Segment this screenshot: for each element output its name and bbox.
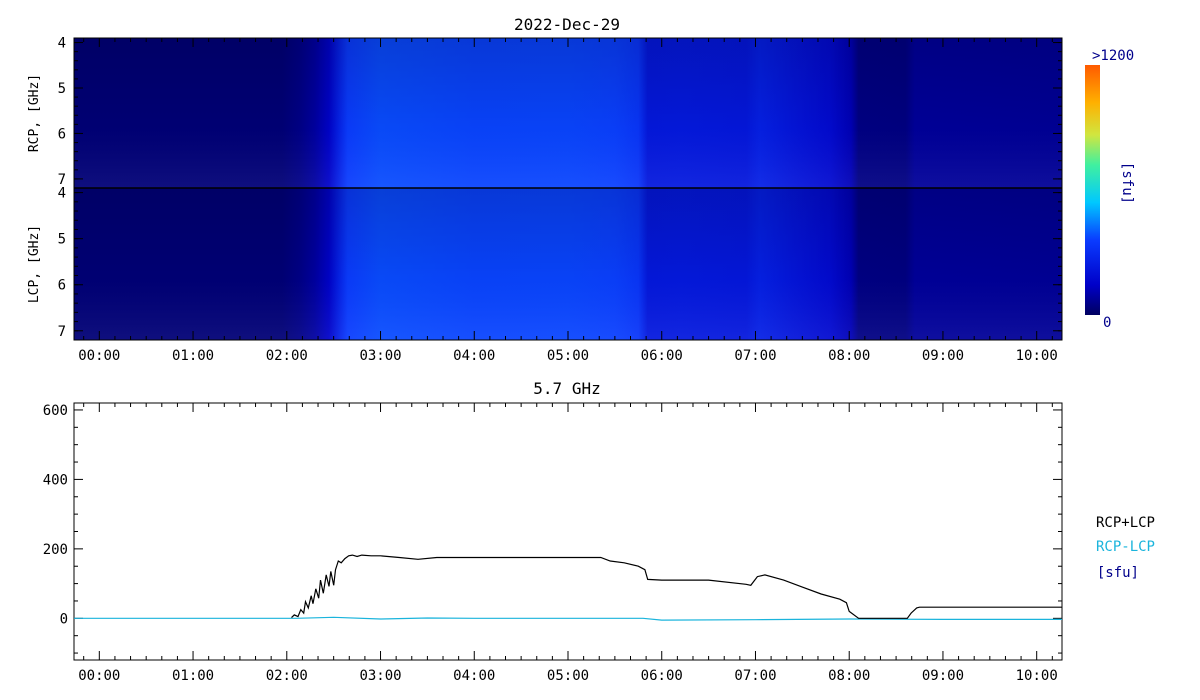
colorbar-unit-label: [sfu] xyxy=(1119,162,1135,204)
spec-xtick-label: 08:00 xyxy=(828,348,870,364)
lcp-ytick-label: 5 xyxy=(58,232,66,248)
spec-xtick-label: 03:00 xyxy=(359,348,401,364)
lcp-ytick-label: 7 xyxy=(58,324,66,340)
spectrogram-title: 2022-Dec-29 xyxy=(514,15,620,34)
rcp-ylabel: RCP, [GHz] xyxy=(27,74,42,152)
series-rcp-minus-lcp xyxy=(74,616,1062,621)
lcp-heatmap-shading xyxy=(74,188,1062,340)
series-rcp-plus-lcp xyxy=(291,554,1062,619)
spec-xtick-label: 00:00 xyxy=(78,348,120,364)
lc-xtick-label: 06:00 xyxy=(641,668,683,684)
lcp-y-axis: 4 5 6 7 xyxy=(58,186,1062,340)
rcp-heatmap-shading xyxy=(74,38,1062,188)
rcp-y-axis: 4 5 6 7 xyxy=(58,36,1062,188)
lc-xtick-label: 09:00 xyxy=(922,668,964,684)
lightcurve-x-axis: 00:00 01:00 02:00 03:00 04:00 05:00 06:00 07:00… xyxy=(78,403,1058,684)
lc-xtick-label: 05:00 xyxy=(547,668,589,684)
spec-xtick-label: 02:00 xyxy=(266,348,308,364)
legend: RCP+LCP RCP-LCP [sfu] xyxy=(1096,515,1155,581)
spec-xtick-label: 06:00 xyxy=(641,348,683,364)
colorbar-max-label: >1200 xyxy=(1092,48,1134,64)
lc-ytick-label: 400 xyxy=(43,472,68,488)
lc-xtick-label: 02:00 xyxy=(266,668,308,684)
legend-rcp-plus-lcp: RCP+LCP xyxy=(1096,515,1155,531)
colorbar-scale xyxy=(1085,65,1100,315)
lc-ytick-label: 200 xyxy=(43,542,68,558)
rcp-ytick-label: 6 xyxy=(58,126,66,142)
lightcurve-series xyxy=(74,554,1062,621)
lightcurve-panel: 0 200 400 600 00:00 01:00 02:00 03:00 04:00 05:0… xyxy=(43,402,1063,684)
colorbar: >1200 0 [sfu] xyxy=(1085,48,1135,331)
spec-xtick-label: 09:00 xyxy=(922,348,964,364)
legend-unit: [sfu] xyxy=(1097,565,1139,581)
lc-xtick-label: 07:00 xyxy=(734,668,776,684)
spec-xtick-label: 01:00 xyxy=(172,348,214,364)
lightcurve-title: 5.7 GHz xyxy=(533,379,600,398)
lcp-ylabel: LCP, [GHz] xyxy=(27,225,42,303)
lcp-ytick-label: 6 xyxy=(58,278,66,294)
legend-rcp-minus-lcp: RCP-LCP xyxy=(1096,539,1155,555)
rcp-ytick-label: 7 xyxy=(58,172,66,188)
lc-xtick-label: 04:00 xyxy=(453,668,495,684)
lcp-ytick-label: 4 xyxy=(58,186,66,202)
spec-xtick-label: 05:00 xyxy=(547,348,589,364)
lc-xtick-label: 01:00 xyxy=(172,668,214,684)
colorbar-min-label: 0 xyxy=(1103,315,1111,331)
rcp-ytick-label: 5 xyxy=(58,81,66,97)
lc-xtick-label: 00:00 xyxy=(78,668,120,684)
lightcurve-frame xyxy=(73,402,1063,661)
spec-xtick-label: 10:00 xyxy=(1016,348,1058,364)
spec-xtick-label: 07:00 xyxy=(734,348,776,364)
lc-xtick-label: 10:00 xyxy=(1016,668,1058,684)
rcp-ytick-label: 4 xyxy=(58,36,66,52)
lightcurve-y-axis: 0 200 400 600 xyxy=(43,403,1062,654)
lc-xtick-label: 08:00 xyxy=(828,668,870,684)
lc-ytick-label: 600 xyxy=(43,403,68,419)
lcp-panel: 4 5 6 7 LCP, [GHz] xyxy=(27,186,1063,341)
spec-xtick-label: 04:00 xyxy=(453,348,495,364)
spectrogram-x-axis: 00:00 01:00 02:00 03:00 04:00 05:00 06:00 07:00… xyxy=(78,38,1058,364)
rcp-panel: 4 5 6 7 RCP, [GHz] xyxy=(27,36,1063,189)
lc-xtick-label: 03:00 xyxy=(359,668,401,684)
lc-ytick-label: 0 xyxy=(60,611,68,627)
